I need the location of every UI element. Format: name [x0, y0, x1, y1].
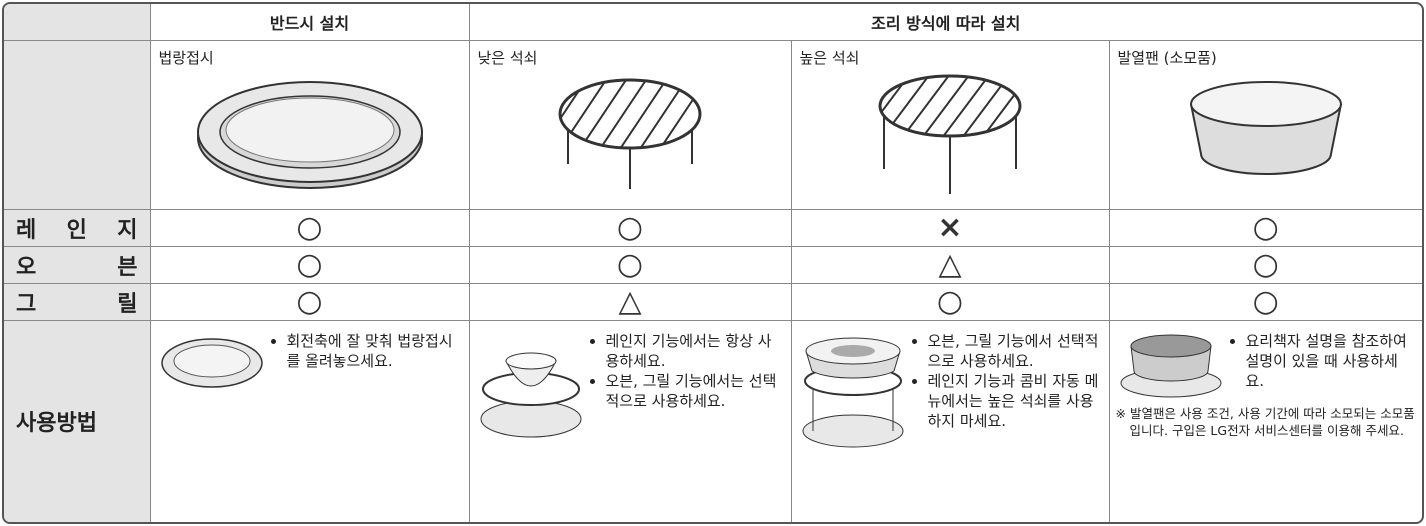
- pan-rack-icon: [1120, 334, 1221, 397]
- drawing-part: [909, 75, 971, 136]
- mark: ○: [1108, 282, 1422, 321]
- item-cell: 발열팬 (소모품): [1108, 39, 1422, 210]
- usage-cell: 요리책자 설명을 참조하여 설명이 있을 때 사용하세요. ※ 발열팬은 사용 …: [1108, 319, 1422, 522]
- row-label-text: 레 인 지: [16, 217, 138, 243]
- drawing-part: [1130, 334, 1211, 357]
- group-header: 조리 방식에 따라 설치: [468, 4, 1422, 41]
- usage-bullet: 오븐, 그릴 기능에서 선택적으로 사용하세요.: [928, 331, 1103, 371]
- item-cell: 높은 석쇠: [790, 39, 1110, 210]
- item-name: 법랑접시: [158, 48, 214, 67]
- drawing-part: [609, 79, 671, 148]
- item-name: 낮은 석쇠: [477, 48, 538, 67]
- drawing-part: 그 릴 ○ △ ○ ○: [4, 282, 1422, 321]
- drawing-part: [173, 344, 250, 377]
- mark: ○: [149, 208, 470, 247]
- usage-bullet: 오븐, 그릴 기능에서는 선택적으로 사용하세요.: [606, 371, 785, 411]
- row-label: 오 븐: [4, 245, 151, 284]
- usage-bullet: 요리책자 설명을 참조하여 설명이 있을 때 사용하세요.: [1246, 331, 1417, 391]
- drawing-part: 요리책자 설명을 참조하여 설명이 있을 때 사용하세요.: [1116, 331, 1417, 401]
- item-name: 높은 석쇠: [799, 48, 860, 67]
- item-cell: 법랑접시: [149, 39, 470, 210]
- usage-note: ※ 발열팬은 사용 조건, 사용 기간에 따라 소모되는 소모품입니다. 구입은…: [1115, 405, 1415, 438]
- usage-list: 오븐, 그릴 기능에서 선택적으로 사용하세요.레인지 기능과 콤비 자동 메뉴…: [914, 331, 1103, 451]
- item-cell: 낮은 석쇠: [468, 39, 792, 210]
- row-label-text: 그 릴: [16, 291, 138, 317]
- usage-bullet: 레인지 기능과 콤비 자동 메뉴에서는 높은 석쇠를 사용하지 마세요.: [928, 371, 1103, 431]
- drawing-part: [480, 400, 581, 437]
- mark: △: [790, 245, 1110, 284]
- usage-list: 회전축에 잘 맞춰 법랑접시를 올려놓으세요.: [273, 331, 463, 391]
- drawing-part: [802, 414, 903, 447]
- low-rack-image: [558, 78, 702, 189]
- row-label: 그 릴: [4, 282, 151, 321]
- drawing-part: 반드시 설치 조리 방식에 따라 설치: [4, 4, 1422, 41]
- mark: △: [468, 282, 792, 321]
- plate-image: [196, 80, 423, 189]
- row-label-text: 오 븐: [16, 254, 138, 280]
- usage-list: 레인지 기능에서는 항상 사용하세요.오븐, 그릴 기능에서는 선택적으로 사용…: [592, 331, 785, 441]
- drawing-part: [830, 344, 875, 357]
- usage-cell: 레인지 기능에서는 항상 사용하세요.오븐, 그릴 기능에서는 선택적으로 사용…: [468, 319, 792, 522]
- accessory-table: 반드시 설치 조리 방식에 따라 설치 법랑접시 낮은 석쇠 높은 석쇠 발열팬…: [4, 4, 1422, 522]
- usage-cell: 회전축에 잘 맞춰 법랑접시를 올려놓으세요.: [149, 319, 470, 522]
- drawing-part: [880, 75, 1020, 136]
- mark: ○: [149, 282, 470, 321]
- mark: ×: [790, 208, 1110, 247]
- drawing-part: 오 븐 ○ ○ △ ○: [4, 245, 1422, 284]
- drawing-part: [560, 79, 611, 148]
- drawing-part: 사용방법 회전축에 잘 맞춰 법랑접시를 올려놓으세요. 레인지 기능에서는 항…: [4, 319, 1422, 522]
- item-name: 발열팬 (소모품): [1117, 48, 1217, 67]
- usage-bullet: 회전축에 잘 맞춰 법랑접시를 올려놓으세요.: [287, 331, 463, 371]
- drawing-part: 회전축에 잘 맞춰 법랑접시를 올려놓으세요.: [157, 331, 463, 391]
- usage-cell: 오븐, 그릴 기능에서 선택적으로 사용하세요.레인지 기능과 콤비 자동 메뉴…: [790, 319, 1110, 522]
- drawing-part: [880, 75, 931, 136]
- drawing-part: 레 인 지 ○ ○ × ○: [4, 208, 1422, 247]
- drawing-part: [505, 352, 556, 369]
- mark: ○: [1108, 245, 1422, 284]
- drawing-part: [889, 75, 951, 136]
- drawing-part: [569, 79, 631, 148]
- bowl-rack-icon: [480, 352, 581, 437]
- mark: ○: [1108, 208, 1422, 247]
- high-rack-image: [878, 74, 1022, 194]
- usage-label: 사용방법: [4, 319, 151, 522]
- drawing-part: 레인지 기능에서는 항상 사용하세요.오븐, 그릴 기능에서는 선택적으로 사용…: [476, 331, 785, 441]
- drawing-part: [567, 128, 693, 189]
- usage-list: 요리책자 설명을 참조하여 설명이 있을 때 사용하세요.: [1232, 331, 1417, 401]
- drawing-part: [883, 113, 1017, 194]
- drawing-part: [649, 79, 700, 148]
- pan-image: [1189, 80, 1342, 175]
- mark: ○: [790, 282, 1110, 321]
- drawing-part: [225, 97, 394, 162]
- drawing-part: [1189, 80, 1342, 127]
- drawing-part: [929, 75, 991, 136]
- group-header: 반드시 설치: [149, 4, 470, 41]
- drawing-part: [969, 75, 1020, 136]
- mark: ○: [149, 245, 470, 284]
- usage-bullet: 레인지 기능에서는 항상 사용하세요.: [606, 331, 785, 371]
- corner-cell: [4, 4, 151, 41]
- corner-cell: [4, 39, 151, 210]
- mark: ○: [468, 208, 792, 247]
- drawing-part: [949, 75, 1011, 136]
- mark: ○: [468, 245, 792, 284]
- drawing-part: 오븐, 그릴 기능에서 선택적으로 사용하세요.레인지 기능과 콤비 자동 메뉴…: [798, 331, 1103, 451]
- drawing-part: [880, 75, 911, 136]
- drawing-part: 법랑접시 낮은 석쇠 높은 석쇠 발열팬 (소모품): [4, 39, 1422, 210]
- row-label: 레 인 지: [4, 208, 151, 247]
- fish-rack-icon: [802, 337, 903, 447]
- drawing-part: [589, 79, 651, 148]
- plate-icon: [160, 337, 263, 388]
